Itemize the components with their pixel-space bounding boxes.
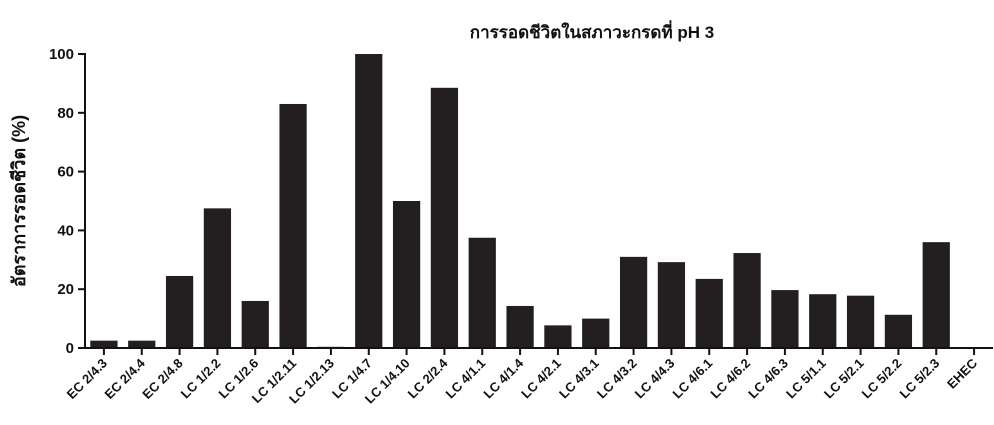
y-tick-label: 80 <box>57 105 74 122</box>
bar <box>695 278 723 348</box>
bar <box>582 318 610 348</box>
y-tick-label: 60 <box>57 164 74 181</box>
y-tick-label: 40 <box>57 222 74 239</box>
x-tick-label: LC 5/2.3 <box>897 356 943 402</box>
x-axis-ticks: EC 2/4.3EC 2/4.4EC 2/4.8LC 1/2.2LC 1/2.6… <box>64 348 981 406</box>
x-tick-label: LC 4/6.3 <box>745 356 791 402</box>
bar <box>506 305 534 348</box>
bar <box>279 103 307 348</box>
bar <box>771 290 799 348</box>
bar <box>884 314 913 348</box>
x-tick-label: EC 2/4.4 <box>101 355 148 402</box>
x-tick-label: LC 5/2.1 <box>821 356 867 402</box>
bar <box>430 87 459 348</box>
bar <box>846 295 875 348</box>
x-tick-label: LC 4/3.1 <box>556 356 602 402</box>
y-tick-label: 0 <box>66 340 74 357</box>
x-tick-label: LC 4/6.1 <box>670 356 716 402</box>
bar <box>128 340 156 348</box>
bar <box>355 54 383 348</box>
x-tick-label: LC 5/2.2 <box>859 356 905 402</box>
x-tick-label: EHEC <box>944 355 981 392</box>
x-tick-label: LC 5/1.1 <box>783 356 829 402</box>
bars <box>90 54 950 348</box>
y-axis-ticks: 0 20 40 60 80 100 <box>49 46 85 357</box>
x-tick-label: LC 4/3.2 <box>594 356 640 402</box>
bar <box>468 237 496 348</box>
bar <box>203 208 232 348</box>
x-tick-label: EC 2/4.3 <box>64 356 110 402</box>
bar <box>165 275 194 348</box>
bar <box>657 262 686 348</box>
x-tick-label: LC 1/2.2 <box>178 356 224 402</box>
bar <box>544 325 572 348</box>
y-tick-label: 20 <box>57 281 74 298</box>
bar <box>733 253 761 348</box>
y-tick-label: 100 <box>49 46 74 63</box>
bar <box>90 340 118 348</box>
bar <box>619 256 648 348</box>
bar <box>922 242 950 348</box>
y-axis-label: อัตราการรอดชีวิต (%) <box>9 115 29 287</box>
x-tick-label: LC 4/4.3 <box>632 356 678 402</box>
bar <box>392 201 421 348</box>
x-tick-label: LC 4/2.1 <box>518 356 564 402</box>
bar <box>809 294 837 348</box>
chart-title: การรอดชีวิตในสภาวะกรดที่ pH 3 <box>470 20 714 42</box>
bar <box>241 300 269 348</box>
x-tick-label: EC 2/4.8 <box>139 356 185 402</box>
x-tick-label: LC 2/2.4 <box>405 355 451 401</box>
x-tick-label: LC 4/6.2 <box>707 356 753 402</box>
x-tick-label: LC 4/1.4 <box>480 355 526 401</box>
x-tick-label: LC 4/1.1 <box>443 356 489 402</box>
